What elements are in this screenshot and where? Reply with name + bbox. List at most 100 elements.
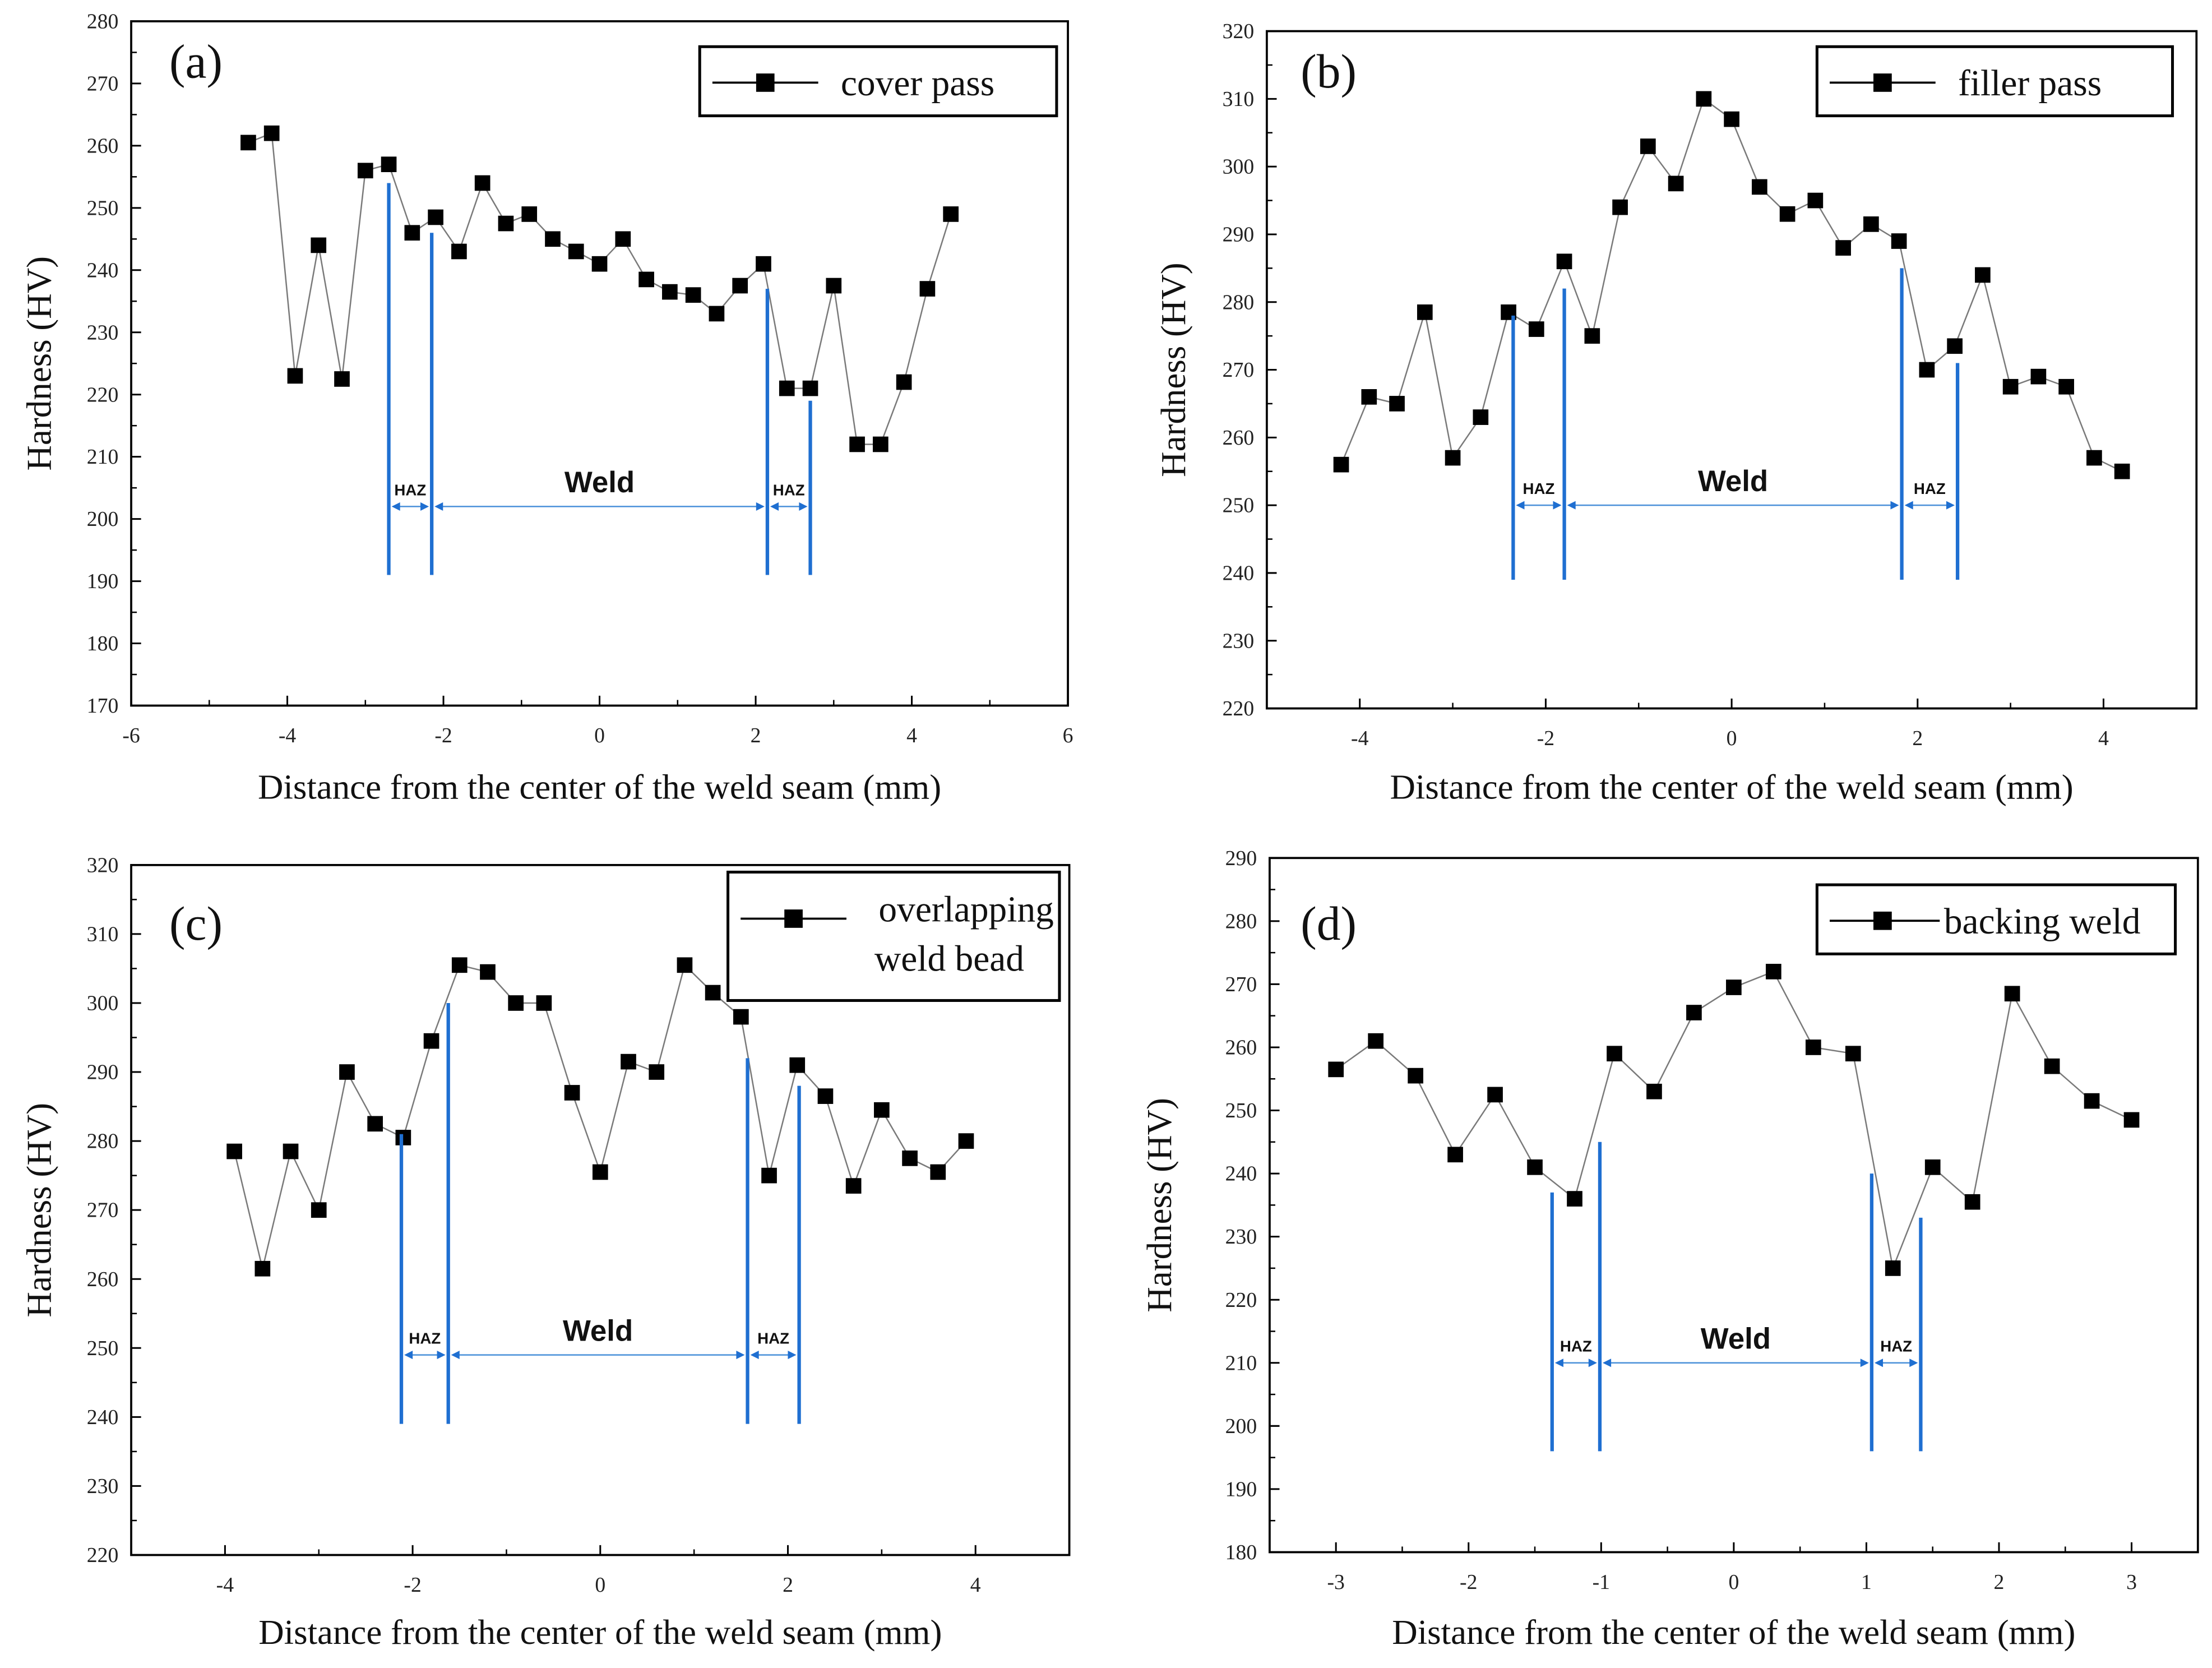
data-point — [2044, 1058, 2060, 1074]
data-point — [649, 1064, 665, 1080]
data-point — [498, 215, 514, 232]
data-point — [958, 1133, 974, 1149]
data-point — [1724, 111, 1739, 127]
y-tick-label: 290 — [87, 1061, 119, 1084]
y-tick-label: 270 — [1223, 358, 1255, 382]
arrow-head-right-icon — [788, 1351, 797, 1360]
y-tick-label: 310 — [87, 923, 119, 946]
data-point — [1584, 328, 1600, 344]
y-tick-label: 170 — [87, 694, 119, 718]
data-point — [226, 1143, 242, 1159]
legend-label: overlapping — [878, 890, 1053, 930]
data-point — [1528, 321, 1544, 337]
data-point — [849, 436, 865, 452]
y-tick-label: 280 — [1225, 909, 1257, 933]
data-point — [521, 206, 538, 222]
panel-label: (d) — [1301, 897, 1357, 950]
y-tick-label: 320 — [1223, 20, 1255, 43]
x-tick-label: -2 — [434, 724, 452, 747]
haz-zone-label: HAZ — [1880, 1338, 1912, 1355]
data-point — [1805, 1039, 1821, 1055]
y-tick-label: 260 — [87, 134, 119, 158]
arrow-head-right-icon — [1588, 1359, 1597, 1367]
x-axis-label: Distance from the center of the weld sea… — [1390, 768, 2073, 807]
data-point — [1567, 1191, 1582, 1207]
y-tick-label: 240 — [87, 258, 119, 282]
data-point — [428, 209, 443, 225]
x-tick-label: 2 — [751, 724, 761, 747]
series-line — [1335, 971, 2132, 1271]
data-point — [1975, 267, 1991, 283]
y-tick-label: 200 — [1225, 1415, 1257, 1438]
x-tick-label: -4 — [216, 1573, 234, 1597]
data-point — [902, 1150, 918, 1166]
data-point — [733, 1009, 749, 1025]
data-point — [1333, 456, 1349, 473]
y-tick-label: 250 — [1225, 1099, 1257, 1122]
plot-frame — [130, 20, 1069, 707]
data-point — [395, 1130, 411, 1145]
data-point — [1668, 175, 1684, 192]
panel-label: (b) — [1301, 45, 1357, 98]
series-line — [233, 963, 967, 1269]
data-point — [1646, 1083, 1662, 1099]
data-point — [1807, 192, 1824, 209]
data-point — [263, 125, 280, 141]
y-tick-label: 210 — [1225, 1351, 1257, 1375]
data-point — [1445, 450, 1461, 466]
y-axis-label: Hardness (HV) — [1154, 262, 1193, 477]
y-tick-label: 280 — [1223, 290, 1255, 314]
data-point — [568, 243, 584, 260]
x-axis-label: Distance from the center of the weld sea… — [258, 1612, 942, 1652]
x-tick-label: 4 — [906, 724, 917, 747]
haz-zone-label: HAZ — [773, 481, 805, 498]
x-axis-label: Distance from the center of the weld sea… — [258, 768, 941, 807]
data-point — [1766, 964, 1781, 979]
data-point — [474, 175, 490, 191]
weld-zone-label: Weld — [1701, 1323, 1771, 1356]
haz-zone-label: HAZ — [1523, 480, 1555, 497]
haz-zone-label: HAZ — [1560, 1338, 1592, 1355]
data-point — [1527, 1159, 1543, 1175]
data-point — [1919, 362, 1935, 378]
haz-zone-label: HAZ — [409, 1329, 441, 1347]
legend-marker — [784, 909, 803, 928]
y-tick-label: 280 — [87, 10, 119, 34]
y-tick-label: 220 — [1225, 1288, 1257, 1312]
data-point — [1696, 91, 1712, 107]
data-point — [1779, 206, 1795, 222]
arrow-head-right-icon — [799, 502, 808, 511]
arrow-head-left-icon — [1554, 1359, 1563, 1367]
y-tick-label: 280 — [87, 1130, 119, 1153]
chart-panel-c: 220 230 240 250 260 270 280 290 300 310 320 -4 -2 0 2 4… — [20, 853, 1071, 1652]
data-point — [845, 1178, 862, 1194]
data-point — [1368, 1033, 1384, 1049]
arrow-head-left-icon — [750, 1351, 759, 1360]
data-point — [2086, 450, 2102, 466]
data-point — [709, 306, 725, 322]
data-point — [1447, 1147, 1463, 1163]
arrow-head-right-icon — [1946, 501, 1955, 510]
data-point — [283, 1143, 299, 1159]
chart-panel-b: 220 230 240 250 260 270 280 290 300 310 320 -4 -2 0 2 4… — [1154, 20, 2198, 807]
y-tick-label: 190 — [1225, 1477, 1257, 1501]
x-tick-label: 4 — [970, 1573, 981, 1597]
data-point — [536, 995, 552, 1011]
y-tick-label: 230 — [1223, 629, 1255, 653]
legend-label: filler pass — [1958, 63, 2102, 104]
data-point — [1612, 199, 1628, 215]
data-point — [1752, 179, 1767, 195]
data-point — [287, 368, 303, 384]
data-point — [2030, 368, 2047, 385]
data-point — [2002, 378, 2019, 395]
data-point — [367, 1116, 383, 1132]
y-tick-label: 300 — [1223, 155, 1255, 179]
data-point — [1328, 1061, 1344, 1078]
haz-zone-label: HAZ — [757, 1329, 789, 1347]
data-point — [817, 1088, 834, 1104]
data-point — [873, 436, 888, 452]
y-tick-label: 320 — [87, 853, 119, 877]
